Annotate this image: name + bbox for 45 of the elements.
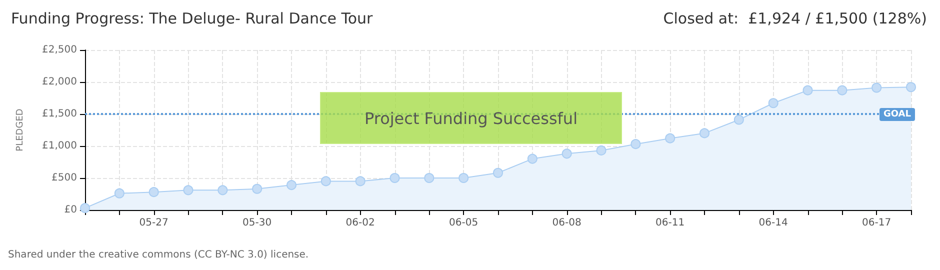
y-tick-label: £2,000 [42,76,77,88]
point [596,145,606,156]
point [390,173,400,183]
point [802,85,813,96]
success-banner: Project Funding Successful [320,92,622,144]
point [458,173,469,183]
x-tick-label: 06-05 [449,218,478,228]
point [665,133,676,144]
x-tick-label: 06-11 [656,218,685,228]
chart-subtitle: Closed at: £1,924 / £1,500 (128%) [663,10,928,28]
point [114,188,124,198]
point [218,185,228,196]
point [527,154,538,164]
y-tick-label: £1,000 [42,140,77,152]
point [183,185,194,196]
point [320,176,331,186]
x-tick-label: 06-08 [552,218,582,228]
y-tick-label: £0 [64,204,77,216]
point [700,128,710,138]
chart-title: Funding Progress: The Deluge- Rural Dance Tour [11,10,374,28]
x-tick-label: 06-17 [862,218,892,228]
point [424,173,434,183]
y-tick-label: £1,500 [42,108,77,120]
text: Shared under the creative commons (CC BY-NC 3.0) license. [8,250,309,260]
point [837,85,848,96]
point [562,148,572,159]
x-tick-label: 06-14 [758,218,788,228]
point [630,139,641,150]
x-tick-label: 05-30 [242,218,272,228]
point [355,176,366,186]
y-axis-title: PLEDGED [16,108,26,152]
point [872,82,882,93]
y-tick-label: £2,500 [42,44,77,56]
ref-line-label: GOAL [884,110,912,120]
point [286,180,296,190]
x-tick-label: 05-27 [139,218,168,228]
point [768,98,778,108]
point [80,203,90,214]
x-tick-label: 06-02 [346,218,375,228]
point [252,184,262,194]
point [906,82,916,92]
point [148,187,159,198]
point [734,114,744,125]
point [493,168,503,178]
y-tick-label: £500 [52,172,77,184]
